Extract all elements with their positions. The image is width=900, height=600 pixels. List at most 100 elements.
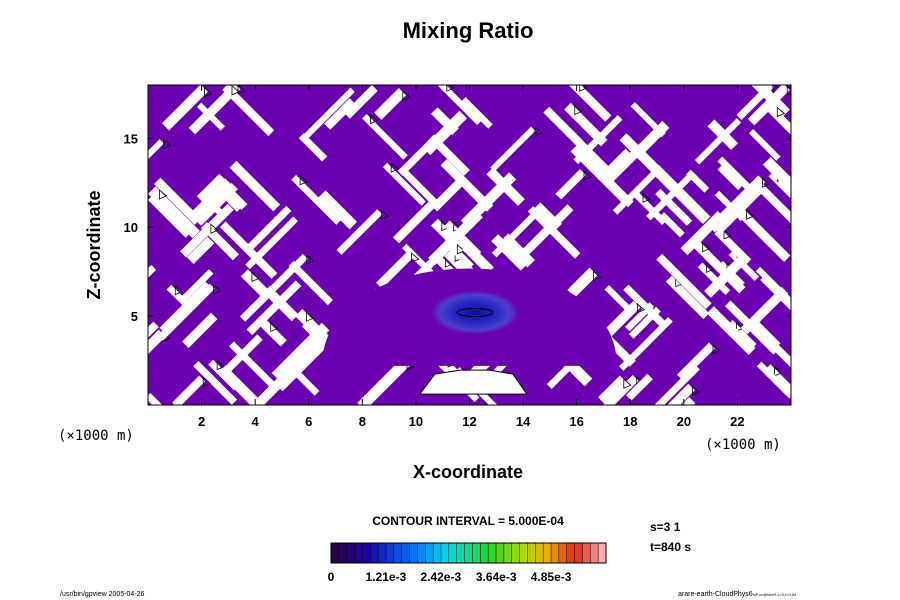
streak [148,321,159,338]
x-tick-label: 20 [677,414,691,429]
streak [428,210,483,266]
contour-fragment [702,241,711,253]
colorbar-frame [330,542,607,564]
streak [180,269,214,303]
contour-fragment [299,174,308,186]
streak [756,361,791,399]
x-tick-label: 18 [623,414,637,429]
streak [625,302,655,332]
streak [694,118,742,165]
streak [747,85,790,126]
contour-fragment [776,106,786,118]
colorbar-segment [354,543,363,563]
colorbar-segment [503,543,513,563]
y-tick-label: 5 [131,309,138,324]
streak [148,329,166,355]
colorbar-segment [441,543,450,563]
streak [713,183,765,235]
streak [601,148,632,179]
streak [707,119,739,151]
colorbar-segment [598,543,607,563]
streak [398,166,443,211]
streak [196,173,227,204]
x-tick-label: 22 [730,414,744,429]
contour-fragment [534,126,543,137]
streak [704,252,750,298]
streak [656,253,712,310]
colorbar-segment [527,543,536,563]
streak [659,212,685,238]
streak [382,162,426,206]
colorbar-ticks: 0 1.21e-3 2.42e-3 3.64e-3 4.85e-3 [328,570,572,584]
contour-fragment [163,138,172,150]
contour-fragment [306,254,315,265]
streak [638,120,670,153]
colorbar-segment [378,543,387,563]
contour-fragment [370,113,379,125]
streak [250,378,285,405]
streak [654,364,700,405]
contour-fragment [456,243,466,255]
streak [566,129,613,176]
colorbar-segment [370,543,379,563]
colorbar-segment [433,543,442,563]
contour-fragment [174,284,184,296]
streak [555,169,586,200]
streak [240,269,272,301]
streak [527,206,581,259]
contour-interval-label: CONTOUR INTERVAL = 5.000E-04 [372,514,564,528]
colorbar-segment [511,543,520,563]
contour-fragment [444,257,454,268]
streak [193,360,238,405]
colorbar-segment [464,543,473,563]
streak [291,174,342,225]
x-tick-label: 14 [516,414,531,429]
streak [767,105,791,135]
streak [717,162,745,191]
streak [222,85,275,137]
y-axis-ticks: 5 10 15 [124,131,791,324]
surface-gap [418,369,528,395]
contour-fragment [441,220,450,232]
y-tick-label: 15 [124,131,138,146]
x-tick-label: 16 [569,414,583,429]
contour-fragment [270,321,279,333]
streak [440,159,494,212]
footer-left: /usr/bin/gpview 2005-04-26 [60,591,145,598]
streak [753,321,781,349]
streak [186,236,215,265]
streak [625,373,653,401]
colorbar-segment [346,543,355,563]
colorbar-tick-label: 2.42e-3 [420,570,461,584]
contour-fragment [774,366,783,377]
contour-fragment [305,311,315,322]
colorbar-segment [566,543,575,563]
colorbar-segment [456,543,465,563]
streak [491,234,528,271]
streak [618,317,673,371]
streak [461,97,493,129]
contour-fragment [723,228,732,240]
contour-fragment [251,271,260,283]
streak [194,182,238,226]
colorbar-segment [362,543,371,563]
colorbar-segment [425,543,434,563]
streak [605,145,644,183]
colorbar-segment [331,543,340,563]
streak [188,85,241,135]
streak [148,186,200,239]
streak [318,190,358,230]
contour-fragment [231,85,240,96]
contour-fragment [712,343,721,355]
y-axis-unit: (×1000 m) [58,428,134,444]
streak [288,260,333,306]
contour-fragment [213,283,222,295]
contour-fragment [402,90,411,101]
contour-fragment [691,385,701,396]
streak [736,85,775,120]
streak [676,342,715,381]
chart-title: Mixing Ratio [403,18,534,43]
x-tick-label: 4 [252,414,260,429]
streak [260,320,287,347]
contour-fragment [746,209,755,220]
